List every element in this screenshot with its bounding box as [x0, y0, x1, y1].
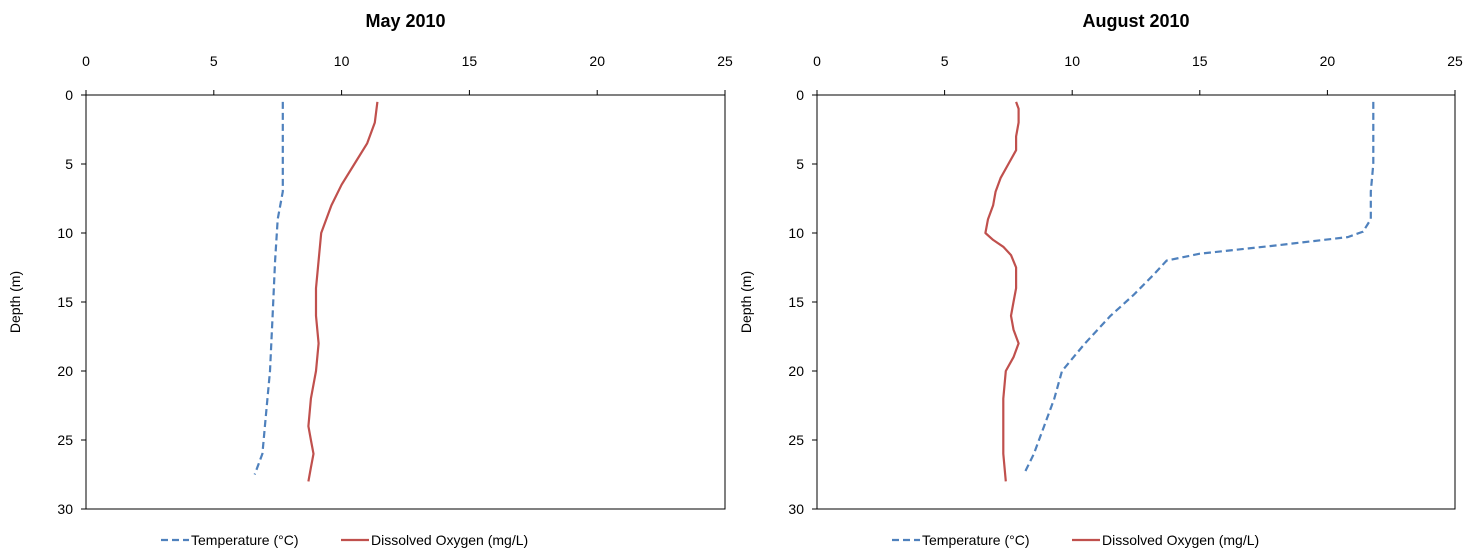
y-tick-label: 20: [57, 363, 73, 379]
y-tick-label: 25: [57, 432, 73, 448]
x-tick-label: 15: [1192, 53, 1208, 69]
x-tick-label: 0: [82, 53, 90, 69]
y-tick-label: 25: [788, 432, 804, 448]
plot-area-border: [85, 94, 726, 510]
x-tick-label: 5: [941, 53, 949, 69]
series-line-temperature: [1022, 101, 1375, 475]
y-tick-label: 20: [788, 363, 804, 379]
series-line-temperature: [253, 101, 284, 475]
x-tick-label: 15: [462, 53, 478, 69]
y-tick-label: 0: [796, 87, 804, 103]
series-line-dissolved-oxygen: [984, 101, 1020, 482]
plot-area-border: [816, 94, 1456, 510]
chart-title: May 2010: [365, 11, 445, 31]
legend-label: Dissolved Oxygen (mg/L): [371, 532, 528, 548]
y-tick-label: 0: [65, 87, 73, 103]
y-tick-label: 15: [788, 294, 804, 310]
x-tick-label: 0: [813, 53, 821, 69]
chart-panel-0: May 2010 0 5 10 15 20 25 0 5 10 15 20 25 30 Depth (m) T…: [7, 11, 733, 548]
y-tick-label: 5: [796, 156, 804, 172]
y-tick-label: 15: [57, 294, 73, 310]
chart-panel-1: August 2010 0 5 10 15 20 25 0 5 10 15 20 25 30 Depth (…: [738, 11, 1463, 548]
y-tick-label: 10: [57, 225, 73, 241]
y-axis-label: Depth (m): [7, 271, 23, 333]
chart-legend: Temperature (°C) Dissolved Oxygen (mg/L): [161, 532, 528, 548]
x-tick-label: 10: [334, 53, 350, 69]
y-tick-label: 30: [57, 501, 73, 517]
legend-label: Temperature (°C): [191, 532, 299, 548]
x-tick-label: 20: [589, 53, 605, 69]
x-tick-label: 25: [717, 53, 733, 69]
series-line-dissolved-oxygen: [307, 101, 379, 482]
x-tick-label: 10: [1064, 53, 1080, 69]
x-tick-label: 20: [1320, 53, 1336, 69]
y-tick-label: 30: [788, 501, 804, 517]
y-tick-label: 5: [65, 156, 73, 172]
y-axis-label: Depth (m): [738, 271, 754, 333]
legend-label: Temperature (°C): [922, 532, 1030, 548]
y-tick-label: 10: [788, 225, 804, 241]
legend-label: Dissolved Oxygen (mg/L): [1102, 532, 1259, 548]
x-tick-label: 5: [210, 53, 218, 69]
x-tick-label: 25: [1447, 53, 1463, 69]
chart-legend: Temperature (°C) Dissolved Oxygen (mg/L): [892, 532, 1259, 548]
chart-title: August 2010: [1082, 11, 1189, 31]
